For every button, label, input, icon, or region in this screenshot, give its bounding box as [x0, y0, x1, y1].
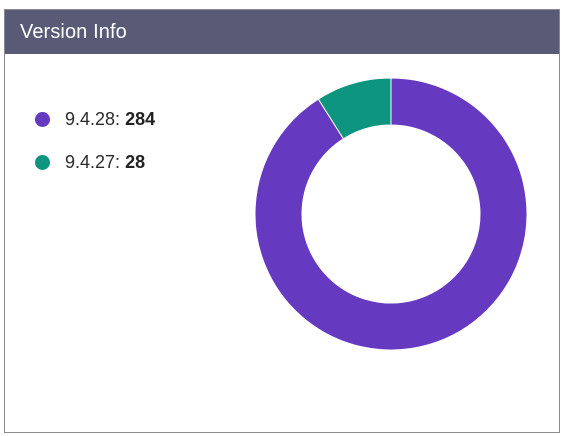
- legend-item-9-4-28[interactable]: 9.4.28:284: [35, 108, 155, 130]
- legend-label: 9.4.27: [65, 151, 116, 172]
- donut-slice-9-4-27[interactable]: [317, 77, 392, 140]
- legend-swatch: [35, 111, 50, 127]
- legend-separator: :: [115, 108, 121, 129]
- legend-value: 28: [125, 151, 146, 172]
- legend-value: 284: [125, 108, 156, 129]
- legend-item-9-4-27[interactable]: 9.4.27:28: [35, 151, 155, 173]
- donut-slice-9-4-28[interactable]: [254, 77, 528, 351]
- card-title: Version Info: [20, 20, 127, 43]
- version-info-card: Version Info 9.4.28:284 9.4.27:28: [4, 9, 560, 433]
- card-header: Version Info: [5, 10, 559, 54]
- legend-separator: :: [115, 151, 121, 172]
- version-donut-chart: [254, 77, 528, 351]
- chart-legend: 9.4.28:284 9.4.27:28: [35, 108, 155, 194]
- legend-swatch: [35, 154, 50, 170]
- legend-label: 9.4.28: [65, 108, 116, 129]
